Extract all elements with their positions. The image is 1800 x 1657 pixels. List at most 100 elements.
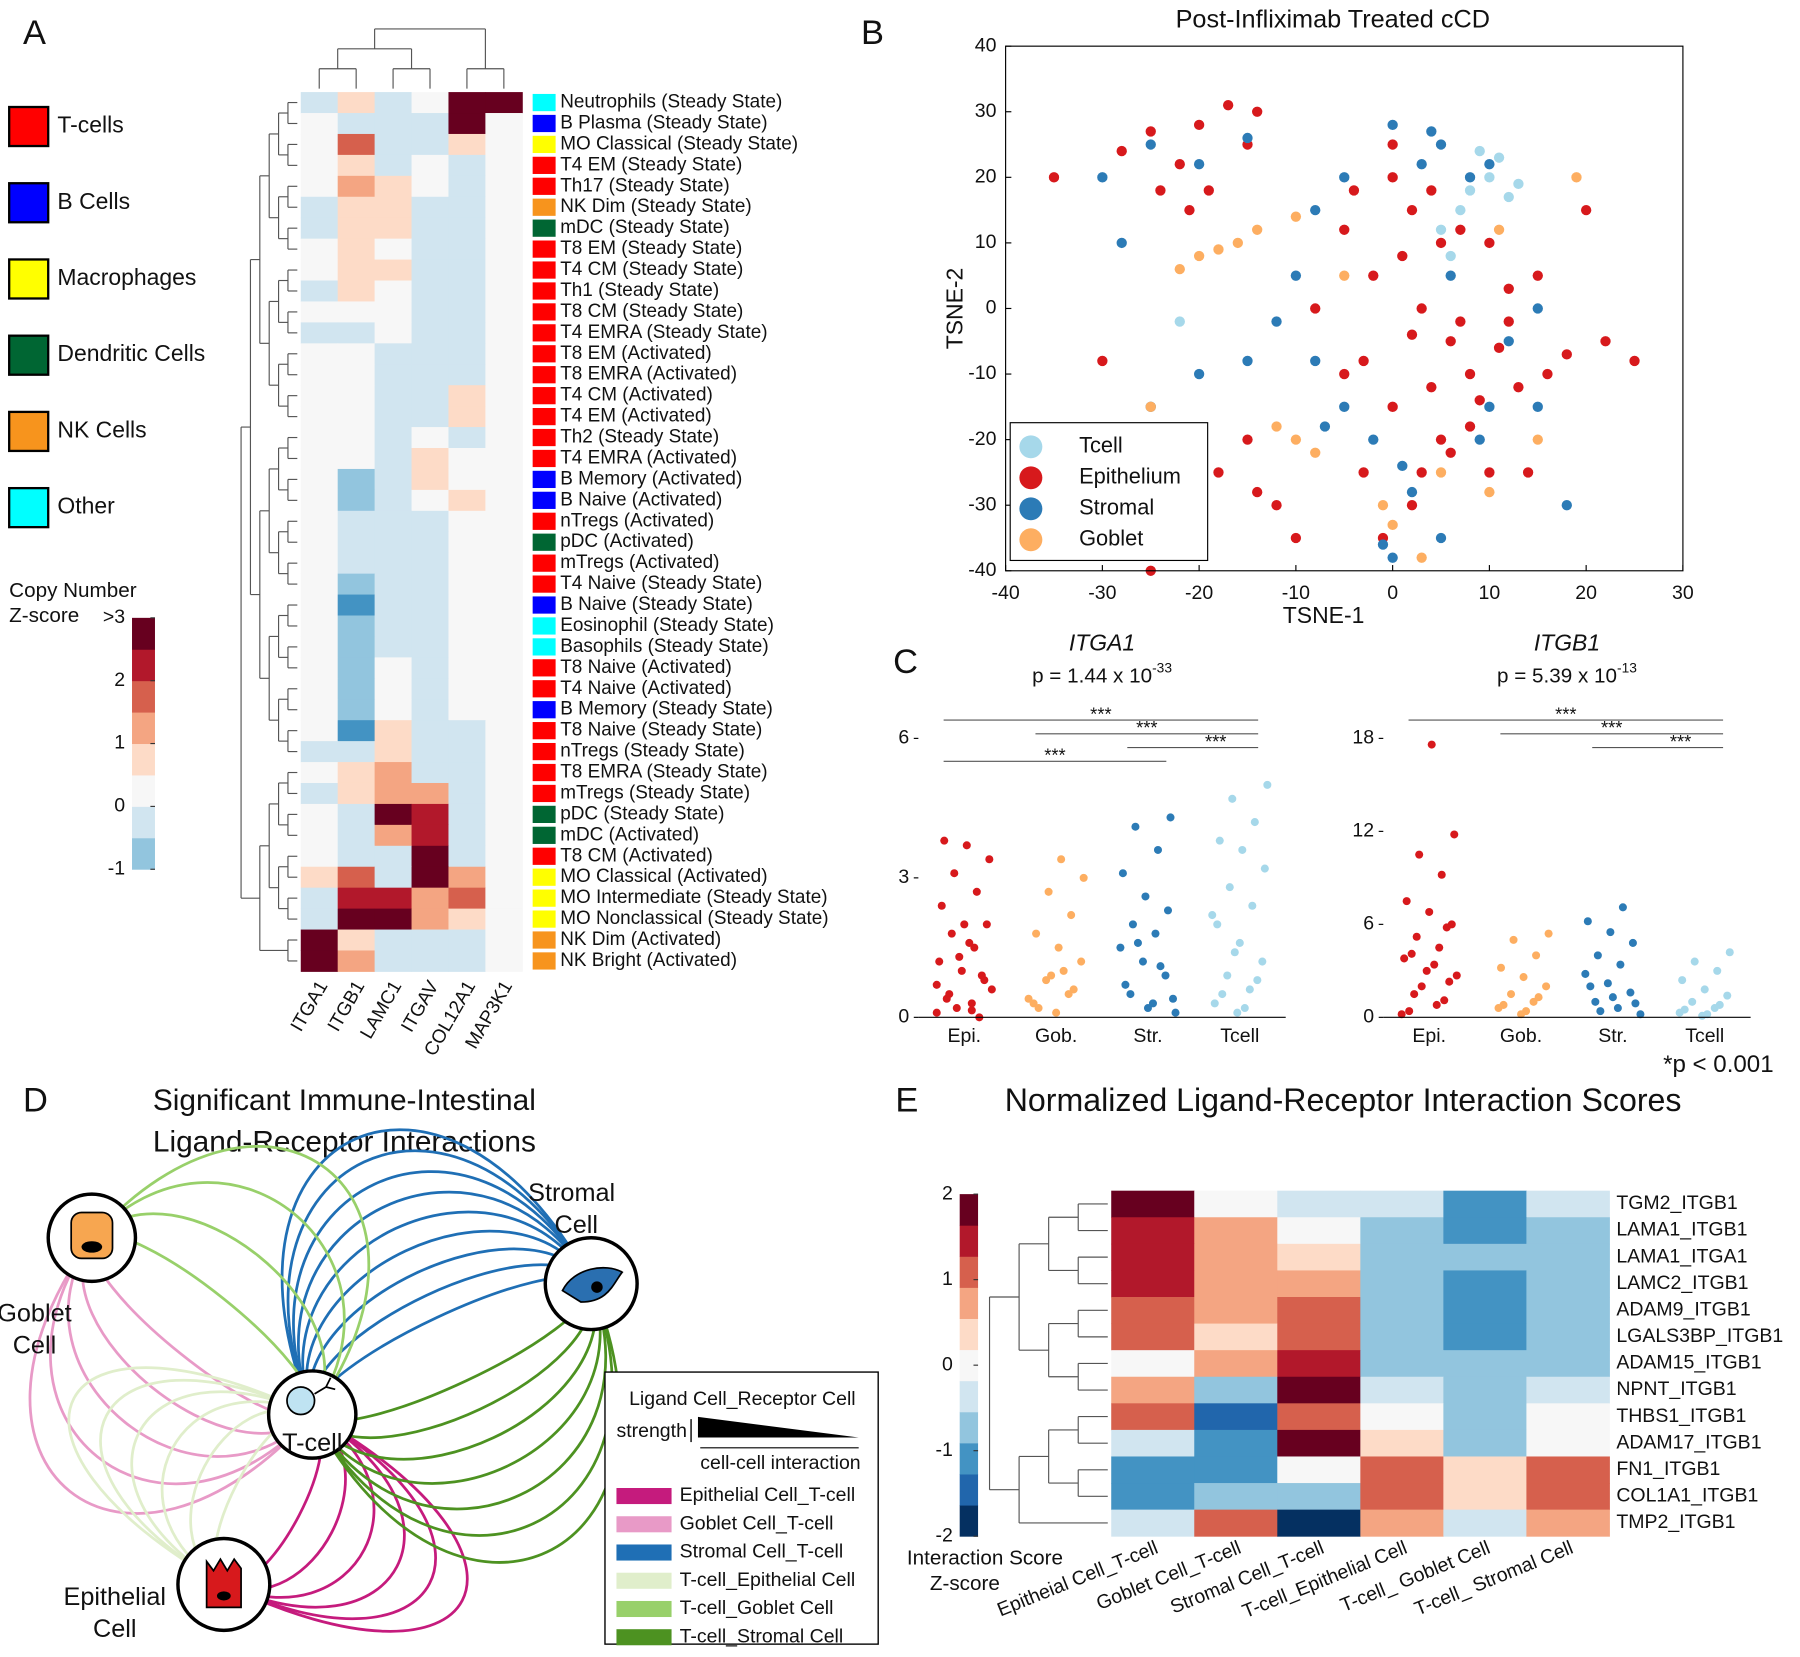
interaction-arc [28, 1236, 314, 1515]
heatmap-cell [485, 238, 523, 261]
row-group-swatch [532, 952, 556, 970]
interaction-arc [301, 1210, 593, 1416]
scatter-point [1484, 486, 1495, 498]
heatmap-cell [337, 427, 376, 449]
heatmap-cell [1194, 1323, 1278, 1351]
scatter-point [1435, 237, 1447, 249]
scatter-point [1252, 106, 1263, 117]
heatmap-cell [411, 573, 449, 596]
colorbar-tick-label: 1 [942, 1268, 953, 1290]
scatter-point [1155, 185, 1166, 196]
heatmap-cell [485, 489, 523, 512]
scatter-point [1580, 204, 1592, 216]
heatmap-cell [1360, 1483, 1444, 1511]
heatmap-cell [300, 468, 339, 491]
scatter-point [1532, 303, 1543, 314]
heatmap-cell [1194, 1509, 1278, 1537]
strip-point [932, 980, 941, 989]
scatter-point [1310, 303, 1321, 314]
heatmap-cell [411, 803, 449, 826]
heatmap-cell [411, 762, 449, 784]
heatmap-cell [337, 678, 376, 700]
heatmap-cell [485, 887, 523, 910]
strip-point [1703, 1010, 1712, 1019]
colorbar-bin [132, 774, 155, 807]
heatmap-cell [485, 322, 523, 344]
scatter-point [1484, 467, 1495, 478]
heatmap-cell [411, 720, 449, 742]
scatter-point [1397, 460, 1408, 472]
heatmap-cell [448, 154, 486, 177]
row-group-swatch [532, 491, 556, 509]
tcell-icon [286, 1386, 316, 1416]
heatmap-cell [411, 594, 449, 616]
strip-point [1024, 994, 1033, 1003]
row-label: B Memory (Steady State) [560, 699, 773, 720]
row-label: T8 EM (Steady State) [560, 238, 742, 259]
scatter-point [1464, 368, 1476, 380]
row-group-swatch [532, 449, 556, 468]
interaction-arc [223, 1413, 469, 1633]
strip-point [1405, 1007, 1414, 1016]
heatmap-cell [374, 217, 413, 240]
scatter-point [1426, 382, 1437, 393]
heatmap-cell [1443, 1456, 1527, 1484]
scatter-point [1493, 342, 1505, 353]
scatter-point [1513, 178, 1524, 190]
scatter-point [1252, 486, 1263, 498]
legend-label: Stromal Cell_T-cell [680, 1541, 844, 1563]
strip-point [1407, 949, 1416, 958]
strip-point [1690, 957, 1699, 966]
heatmap-cell [337, 594, 376, 616]
row-label: B Plasma (Steady State) [560, 112, 767, 133]
colorbar-title: Z-score [930, 1572, 1000, 1595]
legend-label: T-cells [57, 112, 123, 138]
colorbar-bin [959, 1318, 979, 1351]
heatmap-cell [1526, 1456, 1610, 1484]
heatmap-cell [448, 803, 486, 826]
heatmap-cell [485, 531, 523, 554]
strip-point [1258, 957, 1267, 966]
x-tick-label: Str. [1133, 1025, 1162, 1047]
heatmap-cell [374, 762, 413, 784]
heatmap-cell [485, 427, 523, 449]
heatmap-cell [1111, 1270, 1195, 1298]
heatmap-cell [1526, 1190, 1610, 1218]
interaction-arc [304, 1229, 593, 1415]
scatter-point [1174, 159, 1185, 170]
strip-point [1079, 873, 1088, 882]
colorbar-tick-label: 2 [942, 1182, 953, 1204]
colorbar-bin [959, 1225, 979, 1257]
row-label: B Memory (Activated) [560, 468, 742, 489]
heatmap-cell [300, 657, 339, 679]
scatter-point [1145, 139, 1156, 150]
heatmap-cell [485, 385, 523, 407]
heatmap-cell [300, 364, 339, 386]
heatmap-cell [337, 385, 376, 407]
heatmap-cell [1194, 1483, 1278, 1511]
heatmap-cell [448, 175, 486, 198]
heatmap-cell [1194, 1350, 1278, 1378]
x-tick-label: Epi. [947, 1025, 981, 1047]
colorbar-bin [959, 1256, 979, 1288]
row-group-swatch [532, 910, 556, 928]
scatter-point [1561, 349, 1572, 360]
heatmap-cell [1194, 1270, 1278, 1298]
heatmap-cell [1277, 1509, 1361, 1537]
heatmap-cell [448, 489, 486, 512]
scatter-point [1493, 152, 1505, 163]
strip-point [1138, 957, 1147, 966]
interaction-arc [67, 1366, 313, 1586]
legend-swatch [8, 410, 50, 453]
heatmap-cell [1194, 1217, 1278, 1245]
strip-point [1077, 957, 1086, 966]
heatmap-cell [300, 803, 339, 826]
heatmap-cell [448, 196, 486, 219]
scatter-point [1387, 519, 1398, 531]
strip-point [1581, 969, 1590, 978]
legend-label: NK Cells [57, 416, 146, 442]
heatmap-cell [448, 259, 486, 281]
scatter-point [1368, 434, 1379, 445]
legend-swatch [8, 105, 50, 148]
strip-point [1415, 850, 1424, 859]
